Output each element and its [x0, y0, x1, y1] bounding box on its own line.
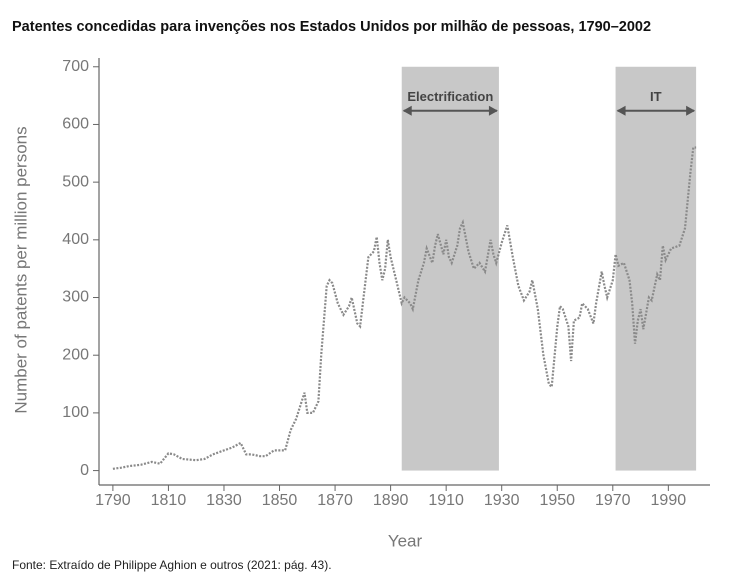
region-label: Electrification: [407, 89, 493, 104]
x-tick-label: 1910: [428, 492, 464, 509]
x-tick-label: 1970: [595, 492, 631, 509]
y-tick-label: 100: [62, 404, 89, 421]
x-axis-label: Year: [388, 531, 423, 550]
shaded-region: [615, 66, 697, 471]
y-tick-label: 200: [62, 346, 89, 363]
x-tick-label: 1990: [651, 492, 687, 509]
x-tick-label: 1810: [151, 492, 187, 509]
x-tick-label: 1870: [317, 492, 353, 509]
arrow-head: [402, 105, 412, 116]
y-tick-label: 0: [80, 462, 89, 479]
y-tick-label: 500: [62, 173, 89, 190]
data-line: [112, 146, 697, 470]
x-tick-label: 1850: [262, 492, 298, 509]
y-tick-label: 700: [62, 58, 89, 75]
y-tick-label: 600: [62, 116, 89, 133]
region-label: IT: [650, 89, 662, 104]
x-tick-label: 1930: [484, 492, 520, 509]
y-tick-label: 400: [62, 231, 89, 248]
x-tick-label: 1790: [95, 492, 131, 509]
chart-title: Patentes concedidas para invenções nos E…: [12, 19, 651, 35]
arrow-head: [686, 105, 696, 116]
arrow-head: [488, 105, 498, 116]
x-tick-label: 1830: [206, 492, 242, 509]
arrow-head: [616, 105, 626, 116]
source-note: Fonte: Extraído de Philippe Aghion e out…: [12, 558, 332, 572]
y-axis-label: Number of patents per million persons: [11, 126, 30, 413]
y-tick-label: 300: [62, 289, 89, 306]
x-tick-label: 1950: [539, 492, 575, 509]
x-tick-label: 1890: [373, 492, 409, 509]
